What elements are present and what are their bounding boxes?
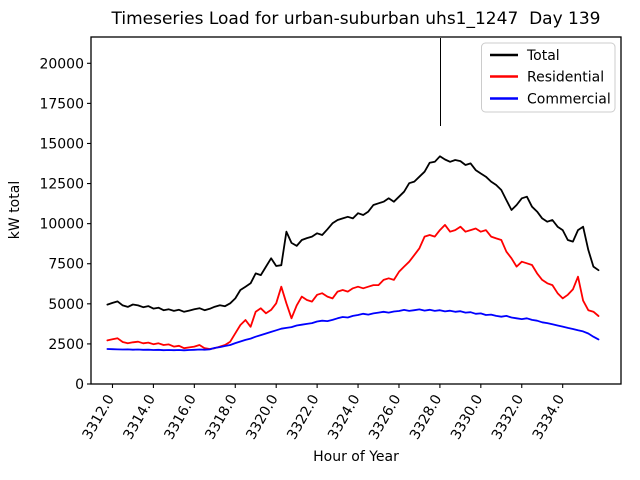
y-tick-label: 10000 [39,217,84,233]
legend: Total Residential Commercial [481,42,616,113]
y-tick-label: 20000 [39,56,84,72]
legend-label-commercial: Commercial [527,92,611,108]
legend-label-residential: Residential [527,70,604,86]
y-tick-label: 2500 [48,337,84,353]
chart-title: Timeseries Load for urban-suburban uhs1_… [111,9,601,29]
series-line-residential [106,223,600,350]
y-tick-label: 17500 [39,96,84,112]
x-tick-label: 3320.0 [243,392,281,442]
axes-frame [90,36,622,385]
legend-label-total: Total [526,48,560,64]
x-tick-label: 3332.0 [489,392,527,442]
x-tick-label: 3330.0 [448,392,486,442]
y-tick-label: 0 [75,377,84,393]
x-tick-label: 3328.0 [407,392,445,442]
x-tick-label: 3318.0 [202,392,240,442]
x-tick-label: 3312.0 [80,392,118,442]
x-tick-label: 3316.0 [161,392,199,442]
y-tick-label: 7500 [48,257,84,273]
x-tick-label: 3324.0 [325,392,363,442]
series-line-commercial [106,308,600,352]
series-lines [106,155,600,352]
y-tick-label: 12500 [39,177,84,193]
x-tick-label: 3322.0 [284,392,322,442]
y-tick-label: 5000 [48,297,84,313]
series-line-total [106,155,600,313]
x-tick-label: 3334.0 [530,392,568,442]
x-tick-label: 3326.0 [366,392,404,442]
x-axis-label: Hour of Year [313,449,399,465]
x-tick-label: 3314.0 [121,392,159,442]
legend-box [481,42,616,113]
y-axis-label: kW total [7,181,23,239]
y-tick-label: 15000 [39,136,84,152]
